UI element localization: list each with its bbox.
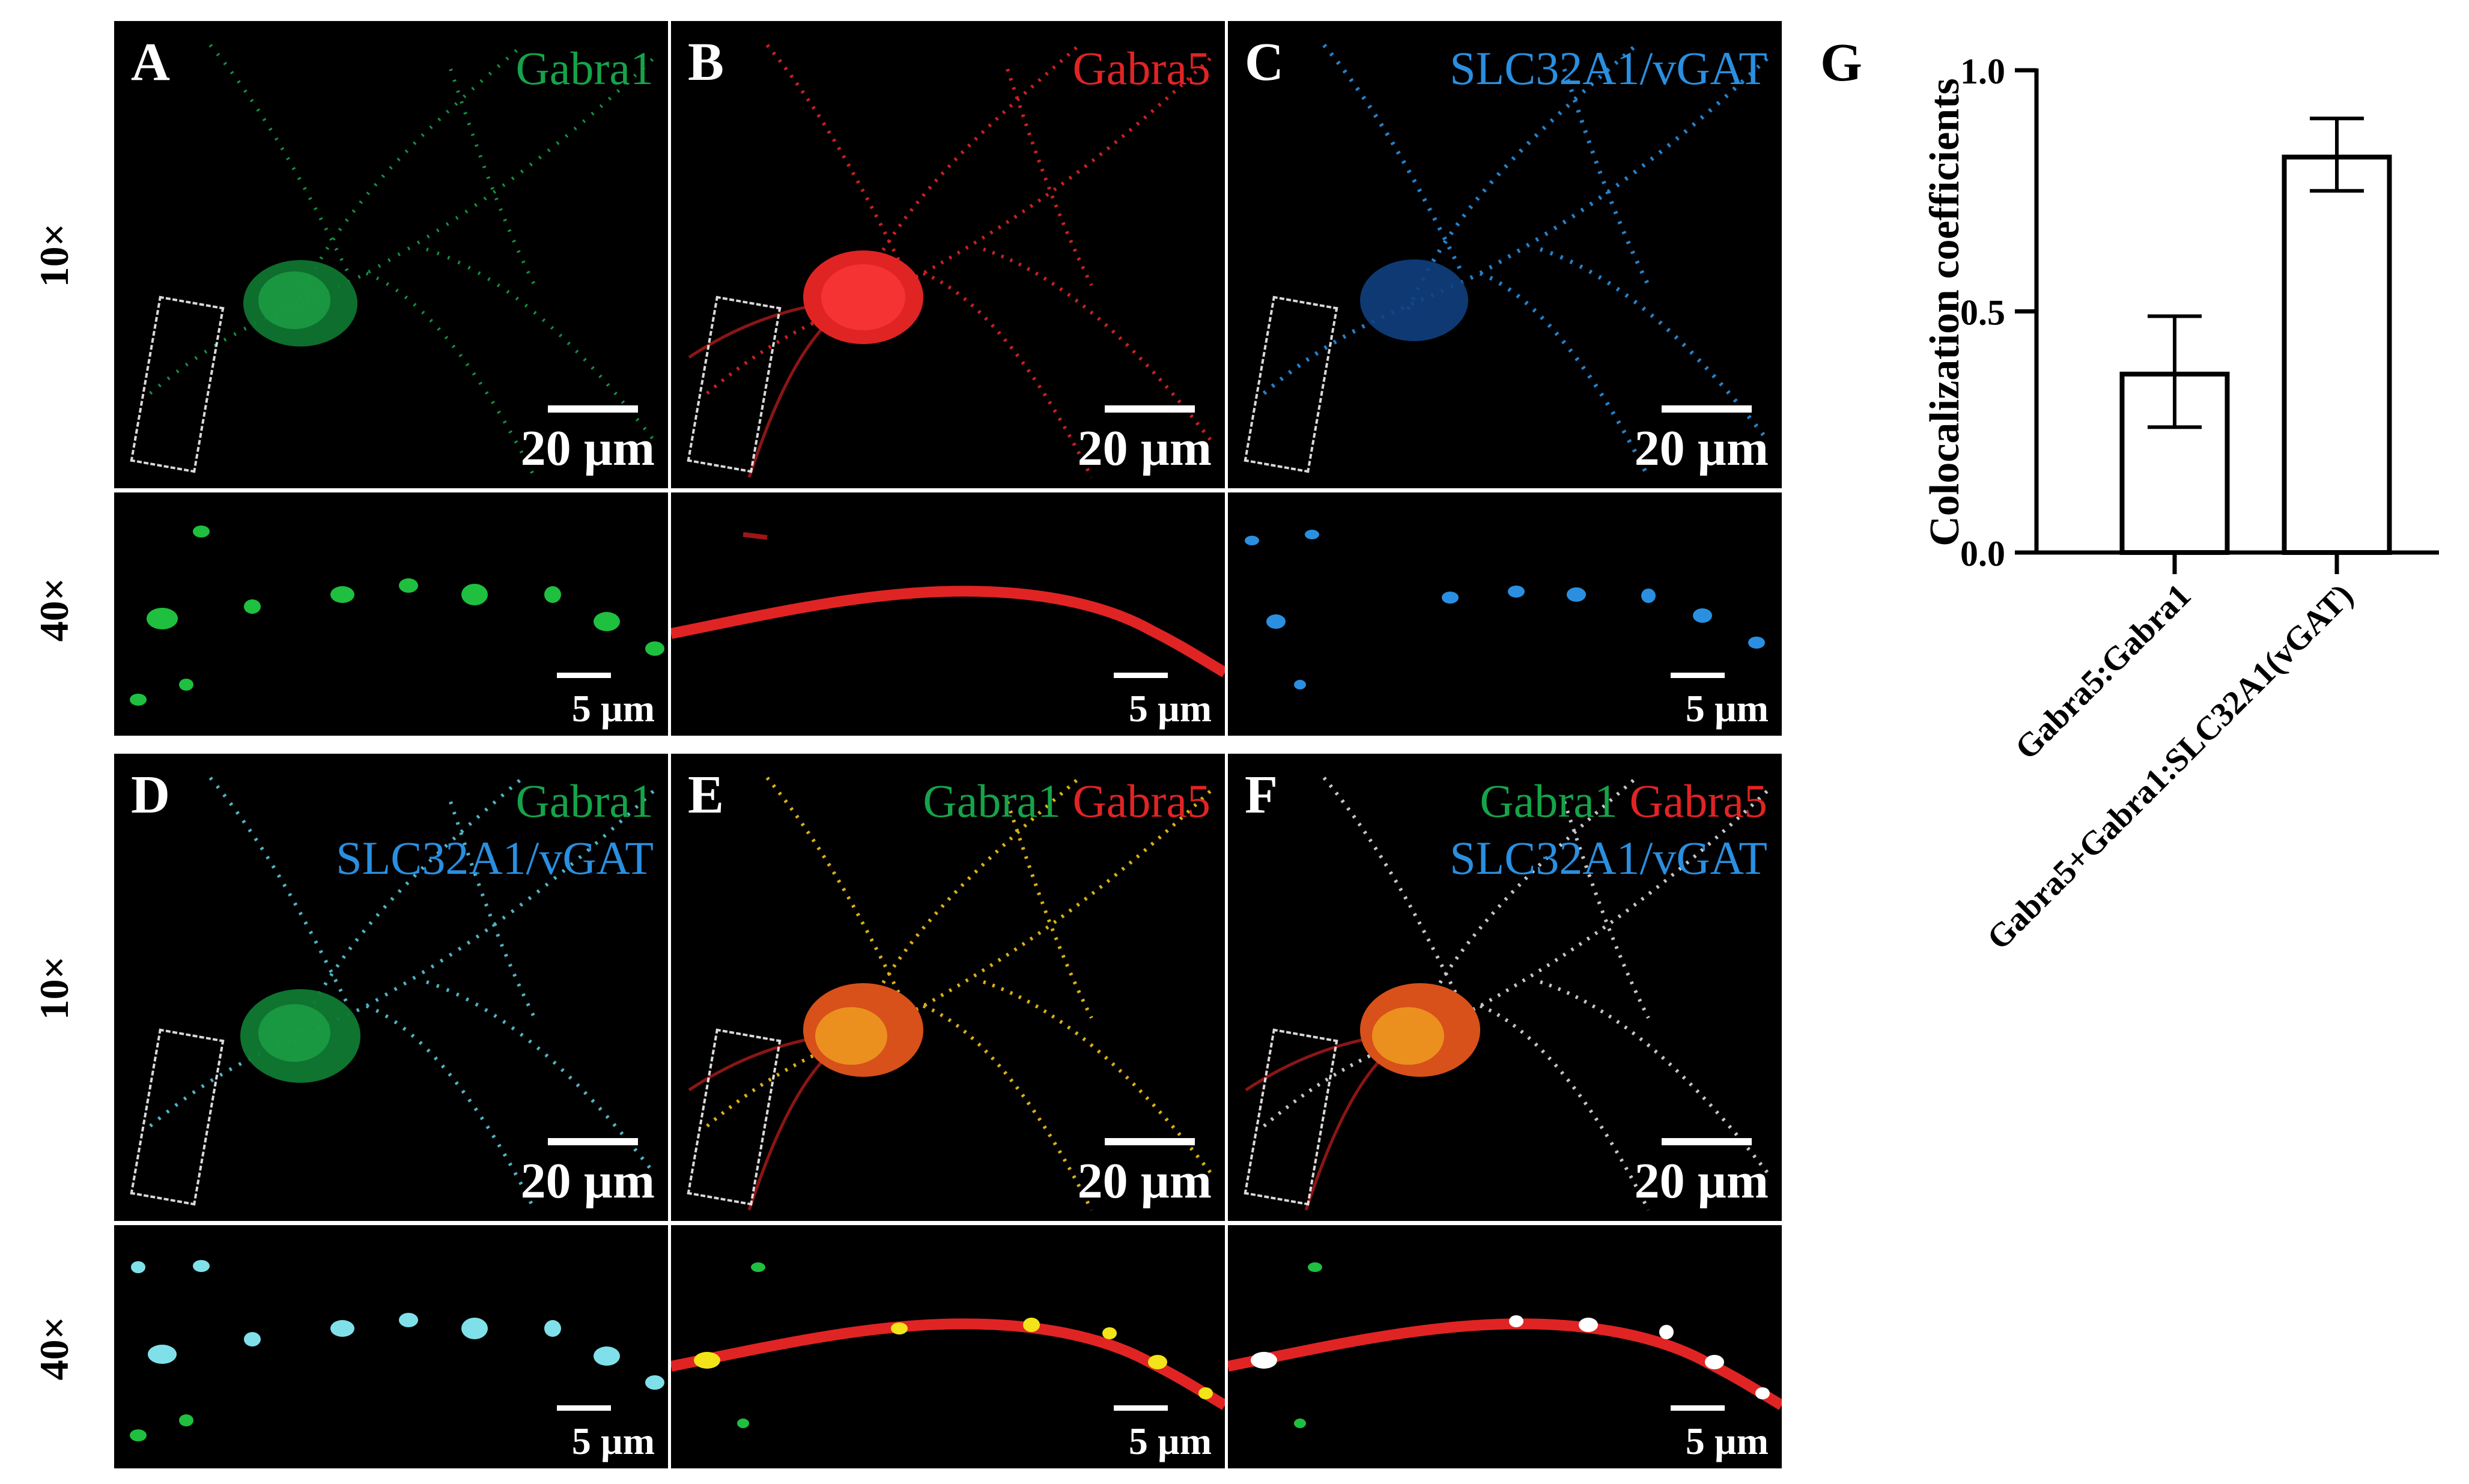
channel-label-vgat: SLC32A1/vGAT (336, 832, 654, 884)
panel-letter: E (688, 765, 724, 825)
row-label-40x-bottom: 40× (31, 1316, 77, 1381)
scale-bar (1662, 1138, 1752, 1145)
panel-b: B Gabra5 20 µm (671, 21, 1225, 488)
channel-label-merge: Gabra1 Gabra5 (1480, 778, 1767, 825)
bar-2 (2282, 154, 2392, 556)
x-tick-label: Gabra5+Gabra1:SLC32A1(vGAT) (1980, 577, 2360, 957)
micrograph-c (1262, 43, 1770, 479)
channel-label-vgat: SLC32A1/vGAT (1450, 832, 1767, 884)
panel-d-zoom: 5 µm (114, 1225, 668, 1468)
y-tick-label: 0.5 (1960, 293, 2005, 333)
scale-bar (1671, 673, 1725, 678)
panel-letter-g: G (1820, 33, 1863, 92)
scale-bar (548, 405, 638, 413)
channel-label-merge: Gabra1 Gabra5 (923, 778, 1210, 825)
panel-a-zoom: 5 µm (114, 492, 668, 736)
channel-label-gabra1: Gabra1 (1480, 775, 1618, 827)
panel-f-zoom: 5 µm (1228, 1225, 1782, 1468)
channel-label-gabra1: Gabra1 (515, 775, 654, 827)
scale-label: 20 µm (520, 420, 655, 476)
scale-bar (1114, 1405, 1168, 1411)
panel-e: E Gabra1 Gabra5 20 µm (671, 754, 1225, 1221)
panel-c: C SLC32A1/vGAT 20 µm (1228, 21, 1782, 488)
colocalization-chart: Colocalization coefficients 0.0 0.5 1.0 Ga… (1922, 52, 2439, 957)
scale-bar (1114, 673, 1168, 678)
panel-letter: D (131, 765, 170, 825)
y-tick-label: 1.0 (1960, 52, 2005, 91)
panel-letter: B (688, 32, 724, 92)
y-tick-label: 0.0 (1960, 534, 2005, 574)
panel-letter: C (1245, 32, 1284, 92)
scale-label: 5 µm (1128, 687, 1212, 730)
panel-e-zoom: 5 µm (671, 1225, 1225, 1468)
scale-bar (1105, 405, 1195, 413)
scale-label: 20 µm (520, 1153, 655, 1209)
scale-label: 5 µm (1685, 687, 1769, 730)
x-tick-label: Gabra5:Gabra1 (2008, 577, 2199, 767)
scale-label: 20 µm (1077, 420, 1212, 476)
micrograph-b-zoom (671, 532, 1225, 677)
scale-bar (548, 1138, 638, 1145)
channel-label-gabra5: Gabra5 (1072, 775, 1210, 827)
micrograph-b (688, 43, 1213, 479)
channel-label-vgat: SLC32A1/vGAT (1450, 42, 1767, 94)
y-axis-label: Colocalization coefficients (1922, 78, 1968, 547)
micrograph-f (1245, 776, 1770, 1211)
micrograph-f-zoom (1228, 1262, 1782, 1428)
micrograph-e (688, 776, 1213, 1211)
micrograph-d-zoom (130, 1260, 664, 1441)
scale-label: 5 µm (1685, 1420, 1769, 1462)
scale-bar (557, 673, 611, 678)
channel-label-gabra1: Gabra1 (923, 775, 1061, 827)
row-label-40x-top: 40× (31, 577, 77, 642)
panel-c-zoom: 5 µm (1228, 492, 1782, 736)
scale-label: 20 µm (1634, 1153, 1769, 1209)
scale-label: 20 µm (1077, 1153, 1212, 1209)
scale-label: 5 µm (1128, 1420, 1212, 1462)
row-label-10x-bottom: 10× (31, 956, 77, 1020)
panel-letter: F (1245, 765, 1278, 825)
panel-f: F Gabra1 Gabra5 SLC32A1/vGAT 20 µm (1228, 754, 1782, 1221)
micrograph-c-zoom (1245, 530, 1765, 689)
panel-a: A Gabra1 20 µm (114, 21, 668, 488)
scale-bar (1671, 1405, 1725, 1411)
scale-label: 20 µm (1634, 420, 1769, 476)
micrograph-a (149, 43, 657, 479)
micrograph-e-zoom (671, 1262, 1225, 1428)
micrograph-a-zoom (130, 525, 664, 706)
channel-label-gabra5: Gabra5 (1629, 775, 1767, 827)
channel-label-gabra1: Gabra1 (515, 42, 654, 94)
scale-label: 5 µm (571, 687, 655, 730)
scale-bar (1105, 1138, 1195, 1145)
micrograph-d (149, 776, 657, 1211)
scale-bar (557, 1405, 611, 1411)
scale-bar (1662, 405, 1752, 413)
row-label-10x-top: 10× (31, 223, 77, 288)
panel-letter: A (131, 32, 170, 92)
channel-label-gabra5: Gabra5 (1072, 42, 1210, 94)
panel-d: D Gabra1 SLC32A1/vGAT 20 µm (114, 754, 668, 1221)
panel-b-zoom: 5 µm (671, 492, 1225, 736)
scale-label: 5 µm (571, 1420, 655, 1462)
